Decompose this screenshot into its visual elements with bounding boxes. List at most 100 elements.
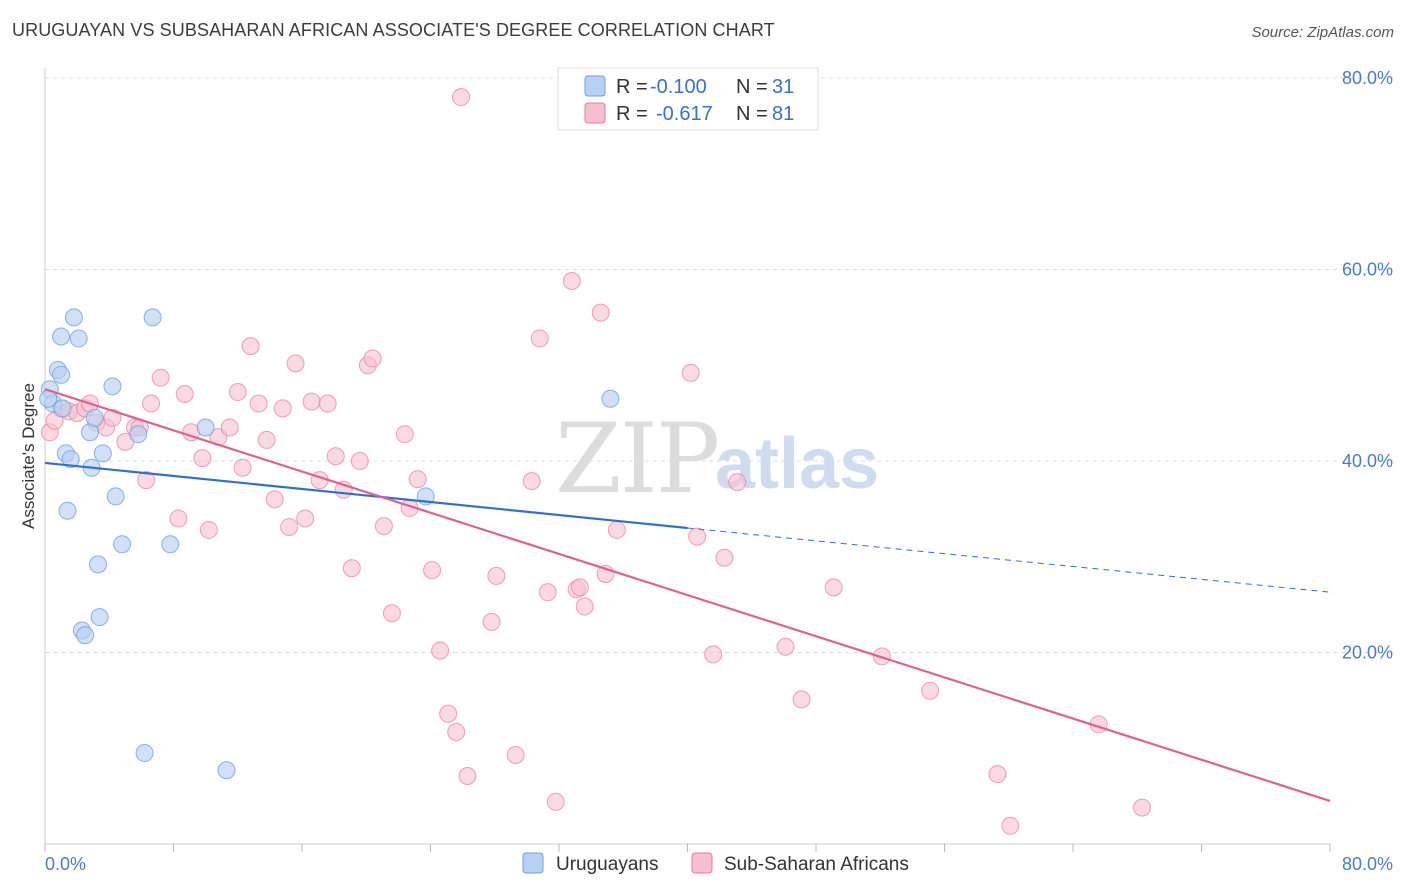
subsaharan-point — [1001, 816, 1020, 835]
uruguayan-point — [85, 408, 104, 427]
subsaharan-point — [342, 559, 361, 578]
subsaharan-point — [704, 645, 723, 664]
subsaharan-point — [458, 767, 477, 786]
x-tick-label-min: 0.0% — [45, 854, 86, 874]
subsaharan-point — [408, 470, 427, 489]
uruguayan-points — [39, 308, 620, 780]
subsaharan-point — [286, 354, 305, 373]
subsaharan-point — [570, 578, 589, 597]
subsaharan-point — [728, 473, 747, 492]
gridlines — [45, 77, 1393, 653]
subsaharan-point — [921, 681, 940, 700]
x-ticks — [44, 844, 1331, 852]
uruguayan-point — [217, 761, 236, 780]
uruguayan-point — [64, 308, 83, 327]
subsaharan-point — [688, 527, 707, 546]
subsaharan-point — [681, 363, 700, 382]
x-tick-label-max: 80.0% — [1342, 854, 1393, 874]
y-tick-labels: 20.0% 40.0% 60.0% 80.0% — [1342, 68, 1393, 663]
uruguayan-point — [58, 501, 77, 520]
uruguayan-trend-line — [44, 461, 688, 530]
subsaharan-point — [249, 394, 268, 413]
subsaharan-point — [296, 509, 315, 528]
uruguayan-point — [53, 399, 72, 418]
subsaharan-point — [233, 458, 252, 477]
subsaharan-point — [318, 394, 337, 413]
subsaharan-point — [169, 509, 188, 528]
subsaharan-point — [575, 597, 594, 616]
watermark-zip: ZIP — [555, 403, 718, 515]
stats-legend: R = -0.100 N = 31 R = -0.617 N = 81 — [557, 67, 819, 131]
series-label-subsaharan: Sub-Saharan Africans — [724, 854, 909, 875]
legend-n-label-blue: N = — [736, 76, 768, 98]
subsaharan-point — [506, 745, 525, 764]
subsaharan-point — [142, 394, 161, 413]
series-label-uruguayans: Uruguayans — [556, 854, 658, 875]
trend-lines — [44, 388, 1331, 802]
uruguayan-trend-extension — [687, 527, 1331, 593]
subsaharan-point — [447, 722, 466, 741]
subsaharan-point — [302, 392, 321, 411]
uruguayan-point — [61, 450, 80, 469]
uruguayan-point — [196, 418, 215, 437]
subsaharan-point — [326, 447, 345, 466]
uruguayan-point — [93, 444, 112, 463]
subsaharan-point — [439, 704, 458, 723]
y-axis-title: Associate's Degree — [19, 383, 38, 529]
uruguayan-point — [129, 425, 148, 444]
uruguayan-point — [106, 487, 125, 506]
subsaharan-point — [228, 383, 247, 402]
subsaharan-point — [374, 517, 393, 536]
subsaharan-point — [137, 471, 156, 490]
y-tick-label: 60.0% — [1342, 260, 1393, 280]
legend-r-label-blue: R = — [616, 76, 648, 98]
subsaharan-point — [175, 384, 194, 403]
subsaharan-point — [280, 518, 299, 537]
subsaharan-trend-line — [44, 388, 1331, 802]
subsaharan-point — [382, 604, 401, 623]
uruguayan-point — [52, 327, 71, 346]
subsaharan-point — [273, 399, 292, 418]
subsaharan-point — [1133, 798, 1152, 817]
subsaharan-point — [395, 425, 414, 444]
y-tick-label: 80.0% — [1342, 68, 1393, 88]
subsaharan-point — [607, 520, 626, 539]
subsaharan-point — [715, 548, 734, 567]
uruguayan-point — [135, 744, 154, 763]
subsaharan-point — [452, 88, 471, 107]
uruguayan-point — [601, 389, 620, 408]
subsaharan-point — [241, 337, 260, 356]
y-tick-label: 40.0% — [1342, 451, 1393, 471]
uruguayan-point — [161, 535, 180, 554]
legend-r-value-blue: -0.100 — [650, 76, 707, 98]
uruguayan-point — [90, 608, 109, 627]
uruguayan-point — [52, 365, 71, 384]
series-swatch-subsaharan — [691, 852, 713, 874]
series-swatch-uruguayans — [522, 852, 544, 874]
subsaharan-point — [199, 520, 218, 539]
legend-n-label-pink: N = — [736, 103, 768, 125]
legend-swatch-pink — [584, 102, 606, 124]
uruguayan-point — [69, 329, 88, 348]
legend-r-label-pink: R = — [616, 103, 648, 125]
source-label: Source: ZipAtlas.com — [1251, 24, 1394, 41]
subsaharan-point — [151, 368, 170, 387]
legend-r-value-pink: -0.617 — [656, 103, 713, 125]
uruguayan-point — [113, 535, 132, 554]
subsaharan-point — [265, 490, 284, 509]
subsaharan-point — [792, 690, 811, 709]
chart-title: URUGUAYAN VS SUBSAHARAN AFRICAN ASSOCIAT… — [12, 20, 775, 40]
y-tick-label: 20.0% — [1342, 643, 1393, 663]
legend-n-value-pink: 81 — [772, 103, 794, 125]
uruguayan-point — [143, 308, 162, 327]
subsaharan-point — [363, 349, 382, 368]
subsaharan-point — [431, 641, 450, 660]
subsaharan-point — [482, 612, 501, 631]
subsaharan-point — [546, 792, 565, 811]
subsaharan-point — [257, 430, 276, 449]
subsaharan-point — [988, 765, 1007, 784]
uruguayan-point — [89, 555, 108, 574]
subsaharan-point — [423, 561, 442, 580]
series-legend: Uruguayans Sub-Saharan Africans — [522, 852, 909, 875]
subsaharan-point — [538, 583, 557, 602]
